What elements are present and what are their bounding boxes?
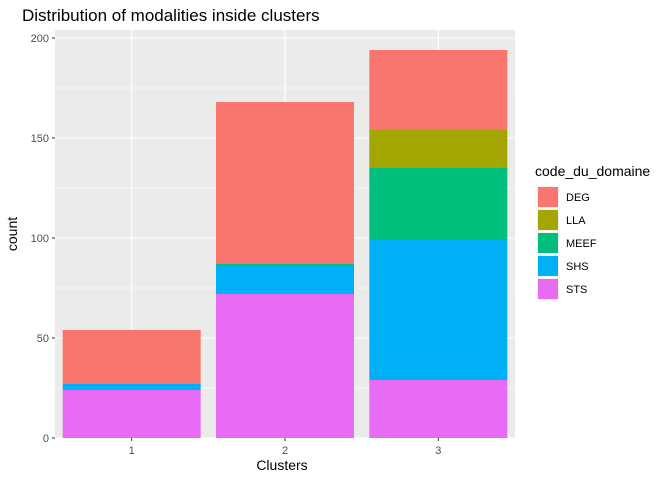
legend-label-deg: DEG — [566, 192, 590, 204]
bar-segment-sts-cluster-3 — [369, 380, 508, 438]
legend-label-lla: LLA — [566, 215, 586, 227]
legend-swatch-sts — [538, 279, 558, 299]
x-tick-label: 1 — [129, 445, 135, 457]
legend-label-meef: MEEF — [566, 238, 597, 250]
y-axis-label: count — [4, 217, 20, 251]
legend-swatch-lla — [538, 210, 558, 230]
legend-label-sts: STS — [566, 284, 587, 296]
bar-segment-deg-cluster-3 — [369, 50, 508, 130]
legend-label-shs: SHS — [566, 261, 589, 273]
legend: code_du_domaine DEG LLA MEEF SHS STS — [535, 163, 650, 300]
legend-title: code_du_domaine — [535, 163, 650, 179]
y-axis-ticks: 0 50 100 150 200 — [31, 33, 55, 445]
y-tick-label: 100 — [31, 233, 49, 245]
bar-segment-lla-cluster-3 — [369, 130, 508, 168]
y-tick-label: 200 — [31, 33, 49, 45]
bar-segment-shs-cluster-1 — [62, 384, 201, 390]
legend-swatch-meef — [538, 233, 558, 253]
chart-title: Distribution of modalities inside cluste… — [22, 6, 320, 25]
bar-segment-deg-cluster-1 — [62, 330, 201, 384]
legend-swatch-deg — [538, 187, 558, 207]
x-tick-label: 2 — [282, 445, 288, 457]
x-axis-ticks: 1 2 3 — [129, 438, 441, 457]
bar-segment-sts-cluster-2 — [216, 294, 354, 438]
bar-segment-shs-cluster-3 — [369, 240, 508, 380]
y-tick-label: 50 — [37, 333, 49, 345]
y-tick-label: 150 — [31, 133, 49, 145]
bar-segment-sts-cluster-1 — [62, 390, 201, 438]
legend-swatch-shs — [538, 256, 558, 276]
bar-segment-meef-cluster-3 — [369, 168, 508, 240]
bar-segment-deg-cluster-2 — [216, 102, 354, 264]
bars — [62, 50, 508, 438]
x-tick-label: 3 — [435, 445, 441, 457]
y-tick-label: 0 — [43, 433, 49, 445]
x-axis-label: Clusters — [256, 457, 307, 473]
bar-segment-shs-cluster-2 — [216, 266, 354, 294]
bar-segment-meef-cluster-2 — [216, 264, 354, 266]
